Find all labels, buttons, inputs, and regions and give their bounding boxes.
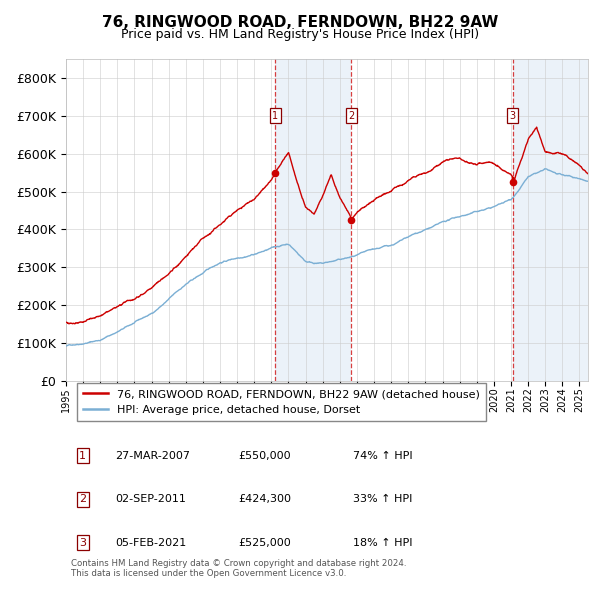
Text: 02-SEP-2011: 02-SEP-2011 xyxy=(116,494,187,504)
Text: 3: 3 xyxy=(509,111,515,121)
Text: 3: 3 xyxy=(79,537,86,548)
Text: 76, RINGWOOD ROAD, FERNDOWN, BH22 9AW: 76, RINGWOOD ROAD, FERNDOWN, BH22 9AW xyxy=(102,15,498,30)
Text: £424,300: £424,300 xyxy=(238,494,291,504)
Text: Contains HM Land Registry data © Crown copyright and database right 2024.
This d: Contains HM Land Registry data © Crown c… xyxy=(71,559,407,578)
Text: 2: 2 xyxy=(79,494,86,504)
Bar xyxy=(512,59,592,381)
Text: 74% ↑ HPI: 74% ↑ HPI xyxy=(353,451,413,461)
Text: 33% ↑ HPI: 33% ↑ HPI xyxy=(353,494,412,504)
Text: 2: 2 xyxy=(348,111,355,121)
Text: 18% ↑ HPI: 18% ↑ HPI xyxy=(353,537,413,548)
Text: 1: 1 xyxy=(272,111,278,121)
Text: 27-MAR-2007: 27-MAR-2007 xyxy=(116,451,191,461)
Text: 1: 1 xyxy=(79,451,86,461)
Text: £525,000: £525,000 xyxy=(238,537,291,548)
Bar xyxy=(275,59,352,381)
Text: 05-FEB-2021: 05-FEB-2021 xyxy=(116,537,187,548)
Text: £550,000: £550,000 xyxy=(238,451,291,461)
Text: Price paid vs. HM Land Registry's House Price Index (HPI): Price paid vs. HM Land Registry's House … xyxy=(121,28,479,41)
Legend: 76, RINGWOOD ROAD, FERNDOWN, BH22 9AW (detached house), HPI: Average price, deta: 76, RINGWOOD ROAD, FERNDOWN, BH22 9AW (d… xyxy=(77,382,487,421)
